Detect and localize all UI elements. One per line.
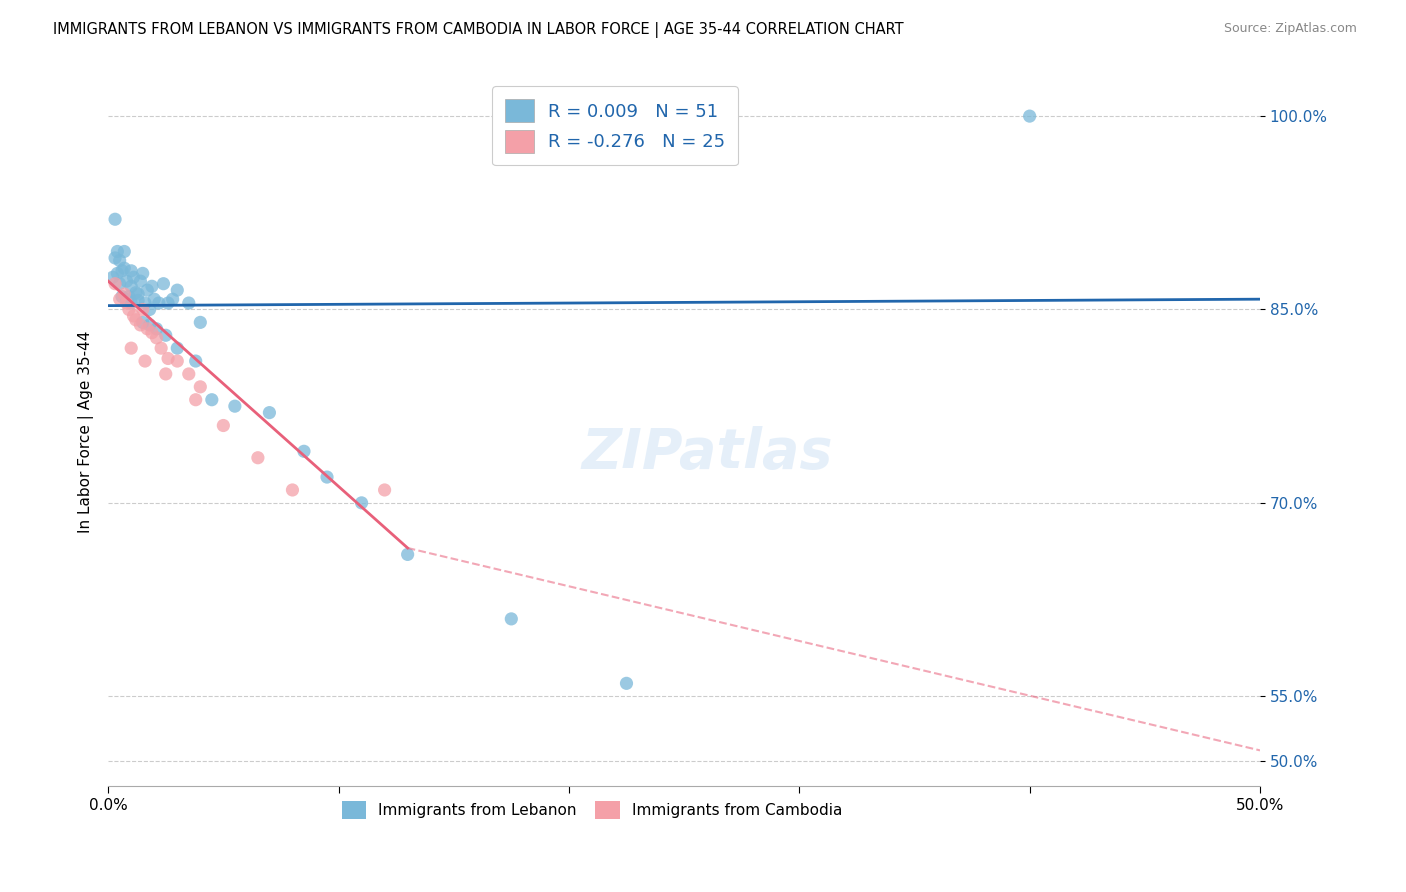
- Point: [184, 392, 207, 407]
- Point: [145, 322, 167, 336]
- Point: [157, 296, 180, 310]
- Point: [127, 293, 149, 308]
- Point: [120, 279, 142, 293]
- Text: Source: ZipAtlas.com: Source: ZipAtlas.com: [1223, 22, 1357, 36]
- Point: [259, 406, 281, 420]
- Point: [166, 341, 188, 355]
- Point: [350, 496, 373, 510]
- Point: [120, 341, 142, 355]
- Point: [224, 399, 246, 413]
- Point: [141, 326, 163, 340]
- Text: IMMIGRANTS FROM LEBANON VS IMMIGRANTS FROM CAMBODIA IN LABOR FORCE | AGE 35-44 C: IMMIGRANTS FROM LEBANON VS IMMIGRANTS FR…: [53, 22, 904, 38]
- Point: [201, 392, 224, 407]
- Point: [184, 354, 207, 368]
- Point: [132, 266, 155, 280]
- Point: [316, 470, 339, 484]
- Point: [115, 292, 138, 306]
- Point: [148, 296, 170, 310]
- Point: [111, 264, 134, 278]
- Point: [292, 444, 315, 458]
- Point: [166, 283, 188, 297]
- Point: [104, 212, 127, 227]
- Point: [152, 277, 174, 291]
- Point: [143, 292, 166, 306]
- Point: [122, 309, 145, 323]
- Point: [112, 261, 135, 276]
- Point: [501, 612, 523, 626]
- Legend: Immigrants from Lebanon, Immigrants from Cambodia: Immigrants from Lebanon, Immigrants from…: [336, 795, 848, 825]
- Point: [112, 287, 135, 301]
- Point: [108, 253, 131, 268]
- Point: [120, 296, 142, 310]
- Point: [115, 296, 138, 310]
- Point: [281, 483, 304, 497]
- Point: [105, 266, 128, 280]
- Point: [122, 270, 145, 285]
- Point: [118, 302, 141, 317]
- Point: [157, 351, 180, 366]
- Point: [138, 302, 160, 317]
- Point: [396, 548, 419, 562]
- Point: [136, 283, 159, 297]
- Point: [138, 318, 160, 332]
- Point: [162, 292, 184, 306]
- Point: [129, 318, 152, 332]
- Point: [136, 322, 159, 336]
- Point: [120, 264, 142, 278]
- Y-axis label: In Labor Force | Age 35-44: In Labor Force | Age 35-44: [79, 331, 94, 533]
- Point: [150, 341, 173, 355]
- Point: [212, 418, 235, 433]
- Point: [188, 315, 211, 329]
- Point: [177, 367, 200, 381]
- Point: [125, 285, 148, 300]
- Point: [101, 270, 124, 285]
- Point: [177, 296, 200, 310]
- Point: [374, 483, 396, 497]
- Point: [166, 354, 188, 368]
- Point: [111, 290, 134, 304]
- Point: [125, 313, 148, 327]
- Point: [129, 274, 152, 288]
- Point: [155, 328, 177, 343]
- Point: [134, 296, 156, 310]
- Point: [132, 302, 155, 317]
- Point: [145, 331, 167, 345]
- Point: [141, 279, 163, 293]
- Point: [132, 315, 155, 329]
- Point: [134, 354, 156, 368]
- Point: [118, 290, 141, 304]
- Point: [115, 274, 138, 288]
- Point: [246, 450, 269, 465]
- Point: [127, 287, 149, 301]
- Text: ZIPatlas: ZIPatlas: [581, 426, 832, 480]
- Point: [616, 676, 638, 690]
- Point: [108, 277, 131, 291]
- Point: [1018, 109, 1040, 123]
- Point: [104, 277, 127, 291]
- Point: [108, 292, 131, 306]
- Point: [105, 244, 128, 259]
- Point: [104, 251, 127, 265]
- Point: [112, 244, 135, 259]
- Point: [188, 380, 211, 394]
- Point: [155, 367, 177, 381]
